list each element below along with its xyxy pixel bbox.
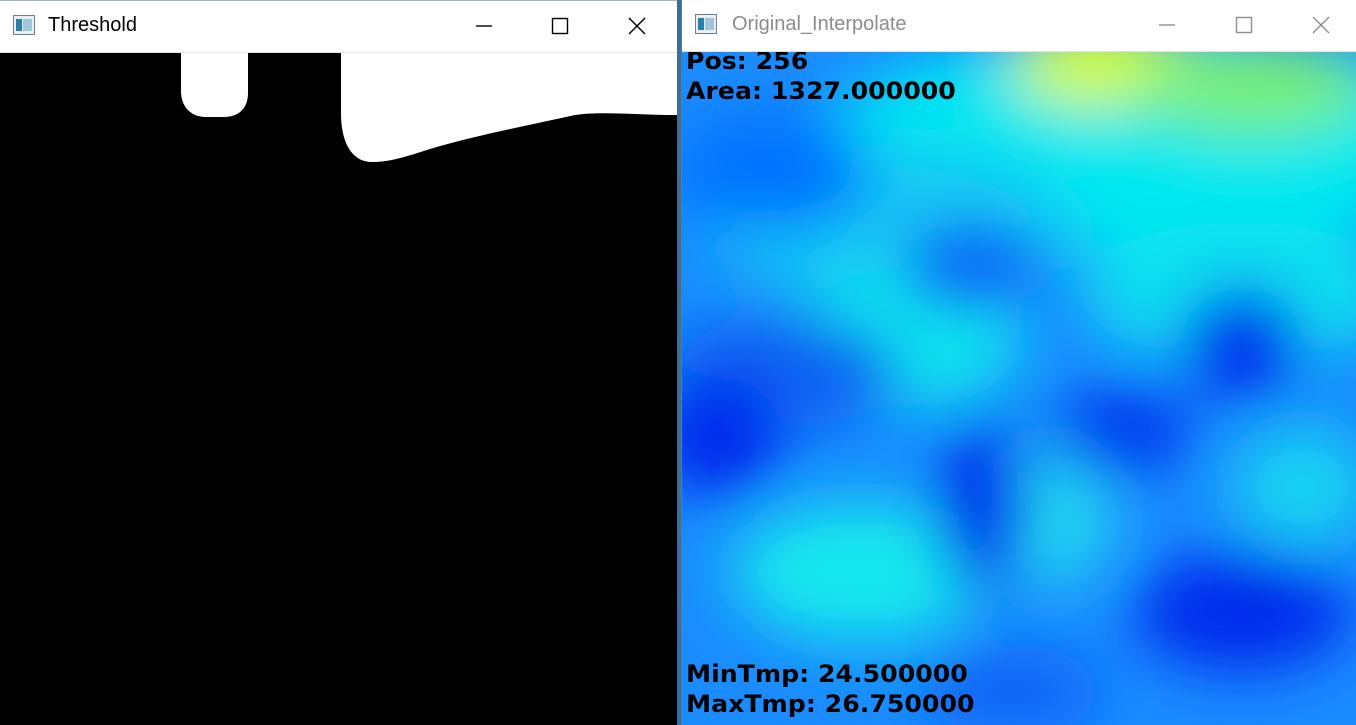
threshold-titlebar[interactable]: Threshold [0, 1, 677, 53]
close-icon [628, 17, 646, 35]
minimize-icon [476, 25, 492, 27]
overlay-top: Pos: 256 Area: 1327.000000 [686, 52, 956, 106]
overlay-bottom: MinTmp: 24.500000 MaxTmp: 26.750000 [686, 659, 975, 719]
interpolate-title: Original_Interpolate [732, 13, 907, 35]
maximize-icon [1235, 16, 1253, 34]
maximize-icon [551, 17, 569, 35]
threshold-mask [0, 53, 677, 725]
close-button[interactable] [614, 1, 660, 51]
threshold-title: Threshold [48, 14, 137, 36]
threshold-window[interactable]: Threshold [0, 0, 677, 725]
pos-readout: Pos: 256 [686, 52, 809, 75]
minimize-button[interactable] [1144, 0, 1190, 50]
close-icon [1312, 16, 1330, 34]
area-readout: Area: 1327.000000 [686, 77, 956, 105]
threshold-blob-left [181, 53, 248, 117]
minimize-button[interactable] [461, 1, 507, 51]
threshold-blob-right [341, 53, 677, 162]
interpolate-window[interactable]: Original_Interpolate [681, 0, 1356, 725]
maximize-button[interactable] [537, 1, 583, 51]
app-window-icon [695, 14, 717, 34]
heatmap [682, 52, 1356, 725]
threshold-image [0, 53, 677, 725]
heatmap-image: Pos: 256 Area: 1327.000000 MinTmp: 24.50… [682, 52, 1356, 725]
close-button[interactable] [1298, 0, 1344, 50]
maximize-button[interactable] [1221, 0, 1267, 50]
app-window-icon [13, 15, 35, 35]
minimize-icon [1159, 24, 1175, 26]
interpolate-titlebar[interactable]: Original_Interpolate [682, 0, 1356, 52]
min-temp-readout: MinTmp: 24.500000 [686, 660, 968, 688]
max-temp-readout: MaxTmp: 26.750000 [686, 690, 975, 718]
